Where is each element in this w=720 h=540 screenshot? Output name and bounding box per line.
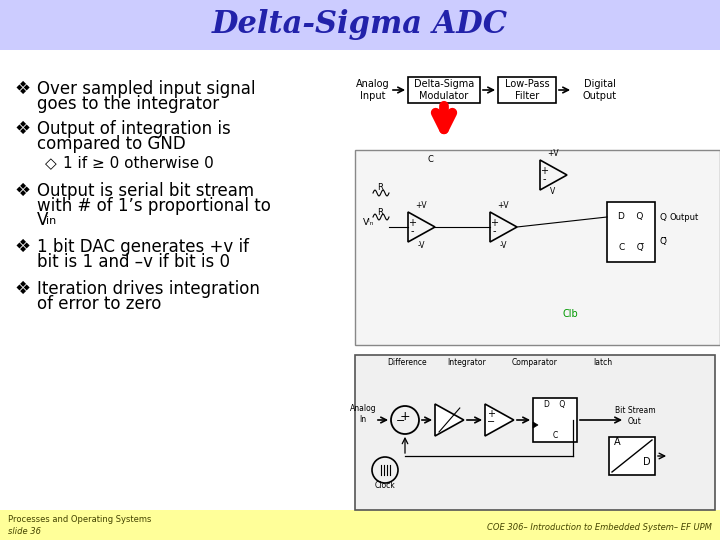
Text: Q: Q xyxy=(660,213,667,222)
Text: in: in xyxy=(46,216,56,226)
Text: Output is serial bit stream: Output is serial bit stream xyxy=(37,182,254,200)
Bar xyxy=(408,77,480,103)
Text: D    Q


C    Q̅: D Q C Q̅ xyxy=(618,212,644,252)
Text: +V: +V xyxy=(415,201,427,210)
Text: 1 bit DAC generates +v if: 1 bit DAC generates +v if xyxy=(37,238,249,256)
Text: R: R xyxy=(377,208,383,217)
Text: goes to the integrator: goes to the integrator xyxy=(37,95,219,113)
Text: +V: +V xyxy=(547,149,559,158)
Text: -: - xyxy=(542,174,546,185)
Text: Vᴵₙ: Vᴵₙ xyxy=(363,218,374,227)
Bar xyxy=(355,150,720,345)
Bar xyxy=(355,355,715,510)
Text: ❖: ❖ xyxy=(15,238,31,256)
Text: C: C xyxy=(427,155,433,164)
Text: Bit Stream
Out: Bit Stream Out xyxy=(615,406,655,426)
Text: -V: -V xyxy=(418,241,425,250)
Text: Delta-Sigma
Modulator: Delta-Sigma Modulator xyxy=(414,79,474,101)
Text: 1– bit DAC:: 1– bit DAC: xyxy=(612,441,654,450)
Text: D: D xyxy=(643,457,651,467)
Bar xyxy=(533,398,577,442)
Text: Output: Output xyxy=(670,213,699,222)
Text: -: - xyxy=(492,226,496,237)
Text: ❖: ❖ xyxy=(15,182,31,200)
Text: 1 if ≥ 0 otherwise 0: 1 if ≥ 0 otherwise 0 xyxy=(63,156,214,171)
Polygon shape xyxy=(485,404,514,436)
Text: Difference: Difference xyxy=(387,358,427,367)
Text: Clb: Clb xyxy=(562,309,578,319)
Text: -V: -V xyxy=(499,241,507,250)
Polygon shape xyxy=(435,404,464,436)
Text: −: − xyxy=(487,417,495,427)
Text: Analog
In: Analog In xyxy=(350,404,377,424)
Text: Digital
Output: Digital Output xyxy=(583,79,617,101)
Text: +: + xyxy=(400,409,410,422)
Text: ◇: ◇ xyxy=(45,156,57,171)
Bar xyxy=(0,0,720,50)
Text: Q̅: Q̅ xyxy=(660,237,667,246)
Text: A: A xyxy=(613,437,621,447)
Bar xyxy=(609,437,655,475)
Text: latch: latch xyxy=(593,358,613,367)
Text: D    Q


C: D Q C xyxy=(544,400,566,440)
Text: Over sampled input signal: Over sampled input signal xyxy=(37,80,256,98)
Text: −: − xyxy=(396,416,405,426)
Text: Delta-Sigma ADC: Delta-Sigma ADC xyxy=(212,10,508,40)
Text: +: + xyxy=(487,409,495,419)
Text: Comparator: Comparator xyxy=(512,358,558,367)
Text: V: V xyxy=(550,187,556,196)
Text: Analog
Input: Analog Input xyxy=(356,79,390,101)
Text: R: R xyxy=(377,183,383,192)
Text: COE 306– Introduction to Embedded System– EF UPM: COE 306– Introduction to Embedded System… xyxy=(487,523,712,531)
Text: compared to GND: compared to GND xyxy=(37,135,186,153)
Text: ❖: ❖ xyxy=(15,120,31,138)
Text: V: V xyxy=(37,211,48,229)
Text: ❖: ❖ xyxy=(15,80,31,98)
Text: Output of integration is: Output of integration is xyxy=(37,120,230,138)
Text: slide 36: slide 36 xyxy=(8,526,41,536)
Bar xyxy=(607,202,655,262)
Text: Processes and Operating Systems: Processes and Operating Systems xyxy=(8,516,151,524)
Text: +V: +V xyxy=(498,201,509,210)
Bar xyxy=(498,77,556,103)
Text: with # of 1’s proportional to: with # of 1’s proportional to xyxy=(37,197,271,215)
Text: ❖: ❖ xyxy=(15,280,31,298)
Polygon shape xyxy=(533,422,538,428)
Text: +: + xyxy=(490,218,498,228)
Text: Low-Pass
Filter: Low-Pass Filter xyxy=(505,79,549,101)
Text: Clock: Clock xyxy=(374,481,395,490)
Text: Integrator: Integrator xyxy=(448,358,487,367)
Bar xyxy=(0,510,720,540)
Text: Iteration drives integration: Iteration drives integration xyxy=(37,280,260,298)
Text: +: + xyxy=(540,166,548,177)
Text: bit is 1 and –v if bit is 0: bit is 1 and –v if bit is 0 xyxy=(37,253,230,271)
Text: of error to zero: of error to zero xyxy=(37,295,161,313)
Text: +: + xyxy=(408,218,416,228)
Text: -: - xyxy=(410,226,414,237)
